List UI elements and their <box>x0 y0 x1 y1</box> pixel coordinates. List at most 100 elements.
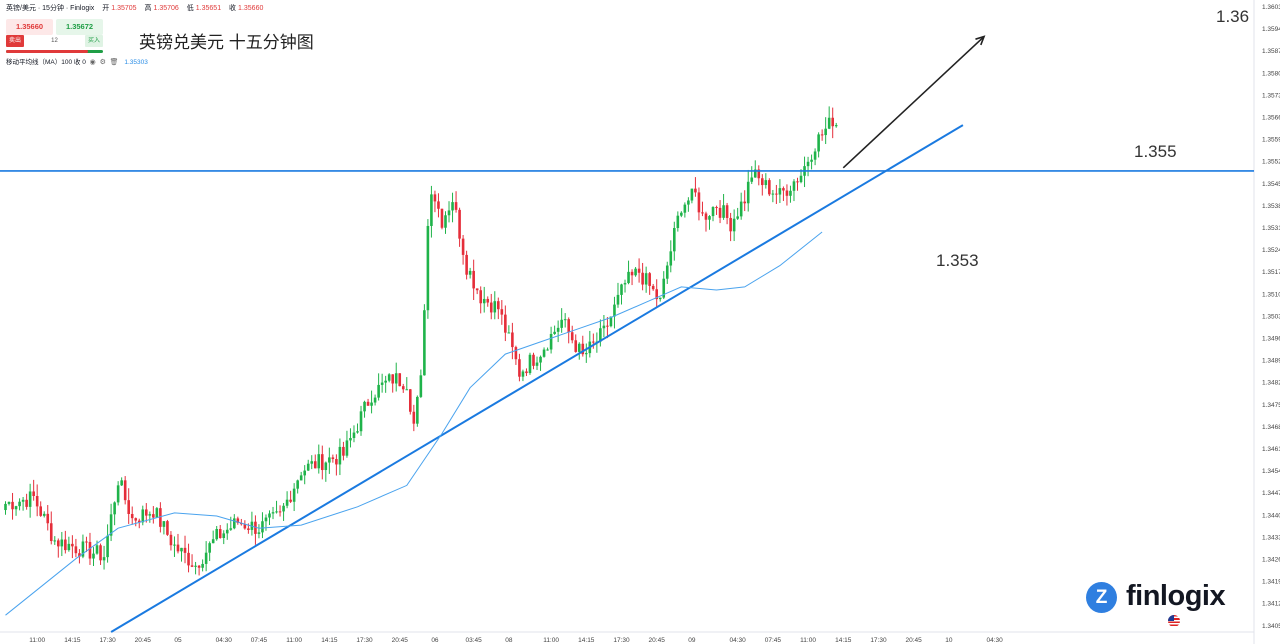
candle-body <box>817 134 820 152</box>
candle-body <box>539 356 542 363</box>
candle-body <box>746 181 750 204</box>
candle-body <box>32 491 35 497</box>
candle-body <box>356 431 359 433</box>
candle-body <box>792 181 796 191</box>
candle-body <box>785 190 789 196</box>
candle-body <box>321 454 324 471</box>
price-tick-label: 1.34960 <box>1262 336 1280 343</box>
candle-body <box>599 328 602 342</box>
time-tick-label: 14:15 <box>64 637 81 644</box>
candlestick-series <box>4 106 838 576</box>
price-tick-label: 1.34890 <box>1262 358 1280 365</box>
candle-body <box>243 524 247 529</box>
candle-body <box>644 273 648 285</box>
candle-body <box>440 208 444 228</box>
candle-body <box>458 209 461 239</box>
candle-body <box>581 343 585 355</box>
candle-body <box>99 545 102 561</box>
candle-body <box>289 499 292 502</box>
candle-body <box>14 506 18 510</box>
price-tick-label: 1.35730 <box>1262 92 1280 99</box>
visibility-icon[interactable]: ◉ <box>89 59 96 66</box>
candle-body <box>11 501 14 510</box>
candle-body <box>683 204 687 213</box>
buy-price-button[interactable]: 1.35672 <box>56 19 103 35</box>
price-tick-label: 1.35100 <box>1262 291 1280 298</box>
candle-body <box>380 382 384 385</box>
candle-body <box>493 301 497 313</box>
price-tick-label: 1.36030 <box>1262 4 1280 11</box>
candle-body <box>78 553 81 557</box>
candle-body <box>423 310 426 376</box>
candle-body <box>113 502 116 515</box>
delete-icon[interactable]: 🗑 <box>109 59 119 66</box>
ohlc-legend: 英镑/美元 · 15分钟 · Finlogix 开 1.35705 高 1.3570… <box>6 3 263 13</box>
candle-body <box>465 254 468 275</box>
candle-body <box>722 205 725 218</box>
spread-row: 卖出 12 买入 <box>6 35 103 48</box>
candle-body <box>190 565 194 567</box>
price-tick-label: 1.35940 <box>1262 26 1280 33</box>
candle-body <box>349 438 352 441</box>
candle-body <box>264 517 268 522</box>
candle-body <box>789 190 792 196</box>
candle-body <box>757 169 761 179</box>
candle-body <box>338 446 342 465</box>
candle-body <box>824 128 827 136</box>
candle-body <box>127 500 130 514</box>
sell-price-button[interactable]: 1.35660 <box>6 19 53 35</box>
buy-button[interactable]: 买入 <box>85 35 103 47</box>
candle-body <box>687 200 690 205</box>
time-tick-label: 07:45 <box>765 637 782 644</box>
candle-body <box>176 544 180 552</box>
candle-body <box>152 514 155 518</box>
candle-body <box>366 401 370 406</box>
candle-body <box>665 265 669 279</box>
candle-body <box>609 316 613 327</box>
candle-body <box>585 353 588 355</box>
candle-body <box>437 201 440 209</box>
time-tick-label: 04:30 <box>216 637 233 644</box>
candle-body <box>123 480 127 501</box>
candle-body <box>416 396 419 424</box>
time-tick-label: 08 <box>505 637 513 644</box>
time-axis[interactable]: 11:00 14:15 17:30 20:45 05 04:30 07:45 11:00 14:… <box>0 631 1254 644</box>
candle-body <box>673 228 676 252</box>
candle-body <box>444 215 447 228</box>
candle-body <box>768 180 771 195</box>
candle-body <box>489 302 493 313</box>
candle-body <box>778 188 782 195</box>
settings-icon[interactable]: ⚙ <box>99 59 106 66</box>
candle-body <box>159 508 162 527</box>
candle-body <box>472 270 475 289</box>
candle-body <box>753 169 757 178</box>
candle-body <box>500 309 504 315</box>
target-arrow <box>842 35 985 169</box>
candle-body <box>130 513 134 519</box>
price-tick-label: 1.34750 <box>1262 402 1280 409</box>
candle-body <box>525 371 528 374</box>
candle-body <box>268 513 271 518</box>
candle-body <box>518 359 521 377</box>
price-axis[interactable]: 1.36030 1.35940 1.35870 1.35800 1.35730 1.356… <box>1253 0 1280 644</box>
candle-body <box>106 535 109 558</box>
price-tick-label: 1.35520 <box>1262 159 1280 166</box>
time-tick-label: 11:00 <box>543 637 559 644</box>
candle-body <box>25 499 28 507</box>
candle-body <box>53 540 57 542</box>
candle-body <box>401 386 405 390</box>
candle-body <box>35 496 39 507</box>
candle-body <box>834 125 838 127</box>
candle-body <box>134 518 138 521</box>
sell-button[interactable]: 卖出 <box>6 35 24 47</box>
candle-body <box>761 178 764 186</box>
candle-body <box>384 380 387 383</box>
candle-body <box>630 271 634 276</box>
candle-body <box>261 521 264 533</box>
time-tick-label: 17:30 <box>356 637 373 644</box>
candle-body <box>690 188 694 201</box>
high-label: 高 <box>144 5 152 12</box>
us-flag-icon[interactable] <box>1168 615 1180 627</box>
candle-body <box>486 298 490 303</box>
